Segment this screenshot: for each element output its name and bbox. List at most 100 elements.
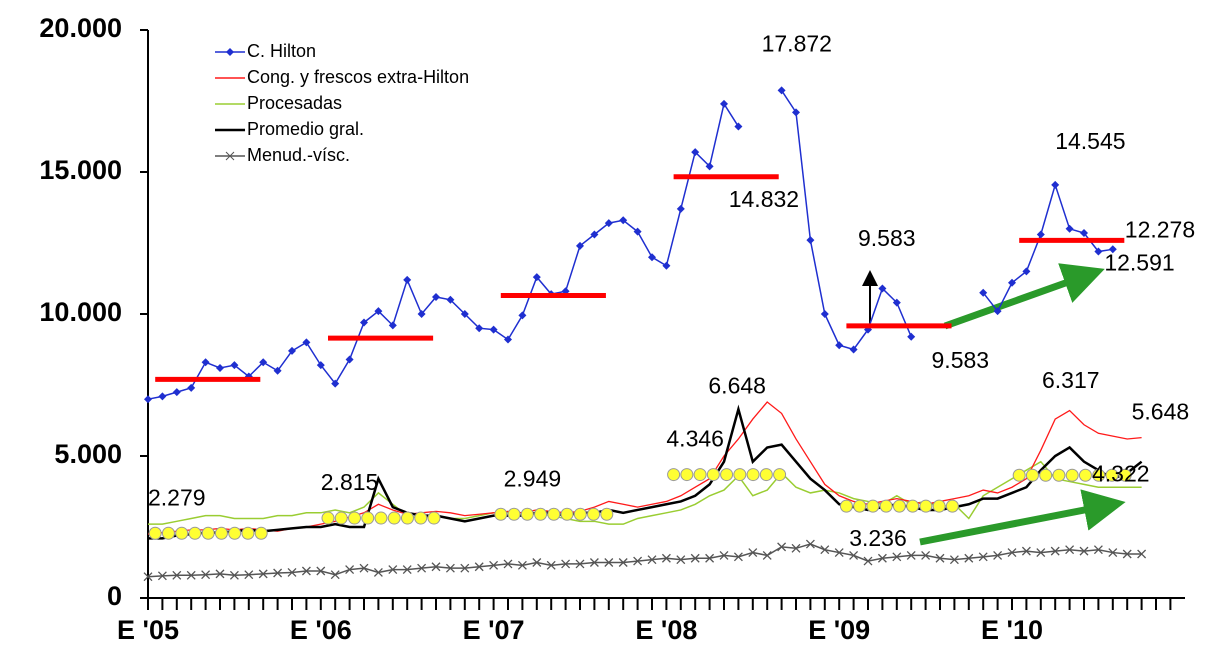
data-label: 6.648	[708, 372, 766, 398]
average-dot	[1039, 468, 1053, 482]
annotation: 6.317	[1042, 367, 1100, 393]
x-tick-label: E '09	[808, 615, 870, 645]
average-dot	[1065, 468, 1079, 482]
y-tick-label: 15.000	[39, 155, 122, 185]
legend-marker	[226, 48, 234, 56]
average-dot	[706, 468, 720, 482]
point	[805, 539, 815, 549]
point	[1050, 546, 1060, 556]
point	[676, 204, 685, 213]
x-tick-label: E '08	[635, 615, 697, 645]
y-tick-label: 10.000	[39, 297, 122, 327]
point	[1080, 229, 1088, 238]
point	[445, 563, 455, 573]
average-dot	[879, 499, 893, 513]
point	[316, 566, 326, 576]
legend-label: Cong. y frescos extra-Hilton	[247, 67, 469, 87]
average-dot	[201, 526, 215, 540]
x-tick-label: E '10	[981, 615, 1043, 645]
average-dot	[214, 526, 228, 540]
average-dot	[414, 511, 428, 525]
point	[1065, 224, 1074, 233]
point	[373, 567, 383, 577]
point	[604, 219, 613, 228]
data-label: 2.949	[504, 465, 562, 491]
point	[791, 543, 801, 553]
point	[388, 321, 397, 330]
average-dot	[1105, 468, 1119, 482]
point	[1079, 546, 1089, 556]
point	[993, 550, 1003, 560]
average-dot	[892, 499, 906, 513]
point	[690, 553, 700, 563]
series-line	[148, 404, 1143, 540]
point	[949, 555, 959, 565]
average-dot	[667, 468, 681, 482]
point	[215, 569, 225, 579]
point	[849, 345, 858, 354]
average-dot	[693, 468, 707, 482]
average-dot	[573, 507, 587, 521]
x-tick-label: E '06	[290, 615, 352, 645]
point	[633, 227, 642, 236]
point	[619, 216, 628, 225]
point	[331, 379, 340, 388]
point	[216, 363, 224, 372]
average-dot	[1025, 468, 1039, 482]
average-dot	[1092, 468, 1106, 482]
y-tick-label: 0	[107, 581, 122, 611]
average-dot	[334, 511, 348, 525]
point	[589, 558, 599, 567]
x-tick-label: E '07	[463, 615, 525, 645]
point	[186, 570, 196, 580]
point	[158, 392, 167, 401]
average-dot	[400, 511, 414, 525]
point	[273, 366, 282, 375]
point	[489, 325, 498, 334]
point	[719, 550, 729, 560]
point	[835, 341, 844, 350]
point	[921, 550, 931, 560]
point	[1036, 230, 1045, 239]
data-label: 17.872	[762, 31, 832, 57]
average-dot	[241, 526, 255, 540]
point	[1021, 546, 1031, 556]
average-dot	[945, 499, 959, 513]
point	[532, 273, 541, 282]
legend-label: Promedio gral.	[247, 119, 364, 139]
average-dot	[906, 499, 920, 513]
point	[417, 310, 426, 318]
point	[604, 558, 614, 567]
point	[460, 310, 469, 318]
point	[201, 358, 210, 367]
average-dot	[374, 511, 388, 525]
point	[301, 566, 311, 576]
point	[1122, 549, 1132, 559]
point	[892, 552, 902, 562]
point	[143, 572, 153, 582]
point	[546, 560, 556, 570]
point	[935, 553, 945, 563]
point	[633, 556, 643, 566]
point	[503, 559, 513, 569]
data-label: 4.346	[666, 426, 724, 452]
data-label: 14.545	[1055, 128, 1125, 154]
point	[907, 332, 916, 341]
point	[1007, 548, 1017, 558]
point	[1108, 548, 1118, 558]
point	[1094, 247, 1103, 256]
average-dot	[1118, 468, 1132, 482]
point	[359, 563, 369, 573]
point	[648, 253, 656, 262]
point	[287, 567, 297, 577]
average-dot	[387, 511, 401, 525]
average-dot	[1078, 468, 1092, 482]
average-dot	[932, 499, 946, 513]
series-line	[148, 460, 1142, 525]
average-dot	[507, 507, 521, 521]
point	[460, 563, 470, 573]
data-label: 12.278	[1125, 216, 1195, 242]
point	[402, 565, 412, 575]
point	[532, 558, 542, 567]
